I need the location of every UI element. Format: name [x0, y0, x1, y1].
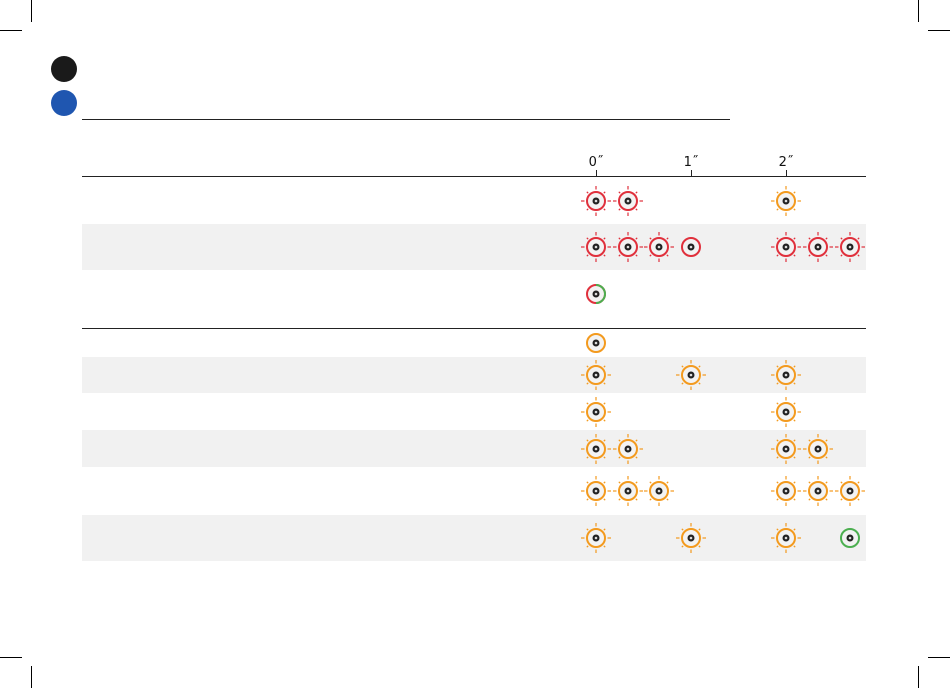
flashing-light-red-icon [613, 232, 643, 262]
crop-mark [918, 666, 919, 688]
flashing-light-orange-icon [771, 360, 801, 390]
flashing-light-orange-icon [676, 360, 706, 390]
flashing-light-orange-icon [803, 433, 833, 464]
flashing-light-orange-icon [581, 433, 611, 464]
tick-mark [596, 170, 597, 177]
flashing-light-red-icon [803, 232, 833, 262]
flashing-light-red-icon [835, 232, 865, 262]
flashing-light-red-icon [581, 232, 611, 262]
crop-mark [0, 30, 22, 31]
table-row [82, 393, 866, 430]
table-row [82, 177, 866, 224]
flashing-light-orange-icon [581, 476, 611, 506]
flashing-light-red-icon [771, 232, 801, 262]
table-row [82, 467, 866, 515]
flashing-light-red-icon [581, 185, 611, 216]
crop-mark [928, 657, 950, 658]
table-row [82, 329, 866, 356]
tick-label-1: 1˝ [683, 155, 699, 170]
flashing-light-orange-icon [771, 396, 801, 427]
crop-mark [918, 0, 919, 22]
flashing-light-red-icon [644, 232, 674, 262]
header-rule [82, 119, 730, 120]
crop-mark [928, 30, 950, 31]
table-row [82, 224, 866, 270]
black-marker-circle [51, 56, 77, 82]
section-2-rule [82, 328, 866, 329]
flashing-light-orange-icon [613, 476, 643, 506]
table-row [82, 515, 866, 561]
flashing-light-orange-icon [771, 433, 801, 464]
flashing-light-orange-icon [581, 360, 611, 390]
light-red-green-icon [586, 284, 606, 304]
crop-mark [0, 657, 22, 658]
section-1-rule [82, 176, 866, 177]
flashing-light-orange-icon [771, 476, 801, 506]
table-row [82, 357, 866, 393]
flashing-light-orange-icon [613, 433, 643, 464]
crop-mark [31, 666, 32, 688]
flashing-light-orange-icon [771, 523, 801, 553]
crop-mark [31, 0, 32, 22]
tick-mark [786, 170, 787, 177]
flashing-light-orange-icon [803, 476, 833, 506]
flashing-light-orange-icon [771, 185, 801, 216]
flashing-light-orange-icon [581, 396, 611, 427]
light-red-icon [681, 237, 701, 257]
flashing-light-orange-icon [676, 523, 706, 553]
table-row [82, 270, 866, 318]
flashing-light-orange-icon [835, 476, 865, 506]
tick-label-0: 0˝ [588, 155, 604, 170]
light-orange-icon [586, 332, 606, 353]
light-green-icon [840, 528, 860, 548]
flashing-light-orange-icon [644, 476, 674, 506]
flashing-light-orange-icon [581, 523, 611, 553]
flashing-light-red-icon [613, 185, 643, 216]
tick-mark [691, 170, 692, 177]
tick-label-2: 2˝ [778, 155, 794, 170]
blue-marker-circle [51, 90, 77, 116]
table-row [82, 430, 866, 467]
